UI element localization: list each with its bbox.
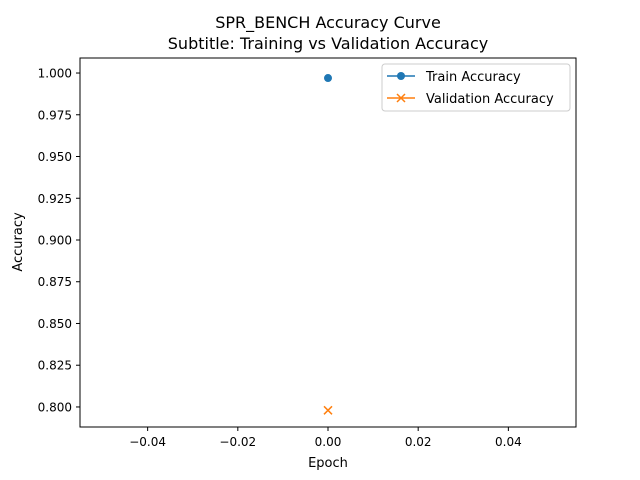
x-tick-label: −0.02 — [219, 435, 256, 449]
x-tick-label: 0.02 — [405, 435, 432, 449]
x-axis-ticks: −0.04 −0.02 0.00 0.02 0.04 — [129, 427, 522, 449]
y-tick-label: 0.950 — [38, 150, 72, 164]
legend-x-marker-icon — [396, 93, 406, 103]
chart-title: SPR_BENCH Accuracy Curve — [215, 13, 441, 33]
plot-area — [79, 57, 577, 428]
x-tick-label: −0.04 — [129, 435, 166, 449]
legend: Train Accuracy Validation Accuracy — [381, 63, 571, 112]
x-tick-label: 0.04 — [495, 435, 522, 449]
y-axis-label: Accuracy — [11, 212, 26, 272]
validation-accuracy-point — [323, 405, 333, 415]
series-layer — [323, 74, 333, 415]
y-tick-label: 0.800 — [38, 400, 72, 414]
y-tick-label: 0.925 — [38, 192, 72, 206]
legend-label-validation: Validation Accuracy — [426, 92, 554, 107]
y-tick-label: 0.850 — [38, 317, 72, 331]
x-axis-label: Epoch — [308, 456, 348, 471]
legend-label-train: Train Accuracy — [425, 70, 521, 85]
y-tick-label: 0.825 — [38, 359, 72, 373]
train-accuracy-point — [324, 74, 332, 83]
y-tick-label: 0.900 — [38, 233, 72, 247]
legend-box — [381, 63, 571, 112]
y-tick-label: 0.875 — [38, 275, 72, 289]
x-tick-label: 0.00 — [315, 435, 342, 449]
chart-subtitle: Subtitle: Training vs Validation Accurac… — [168, 34, 488, 53]
y-tick-label: 1.000 — [38, 67, 72, 81]
y-tick-label: 0.975 — [38, 108, 72, 122]
legend-item-validation: Validation Accuracy — [387, 92, 554, 107]
legend-circle-marker-icon — [397, 72, 405, 80]
legend-item-train: Train Accuracy — [387, 70, 521, 85]
y-axis-ticks: 0.800 0.825 0.850 0.875 0.900 0.925 0.950 0.975… — [38, 67, 80, 414]
